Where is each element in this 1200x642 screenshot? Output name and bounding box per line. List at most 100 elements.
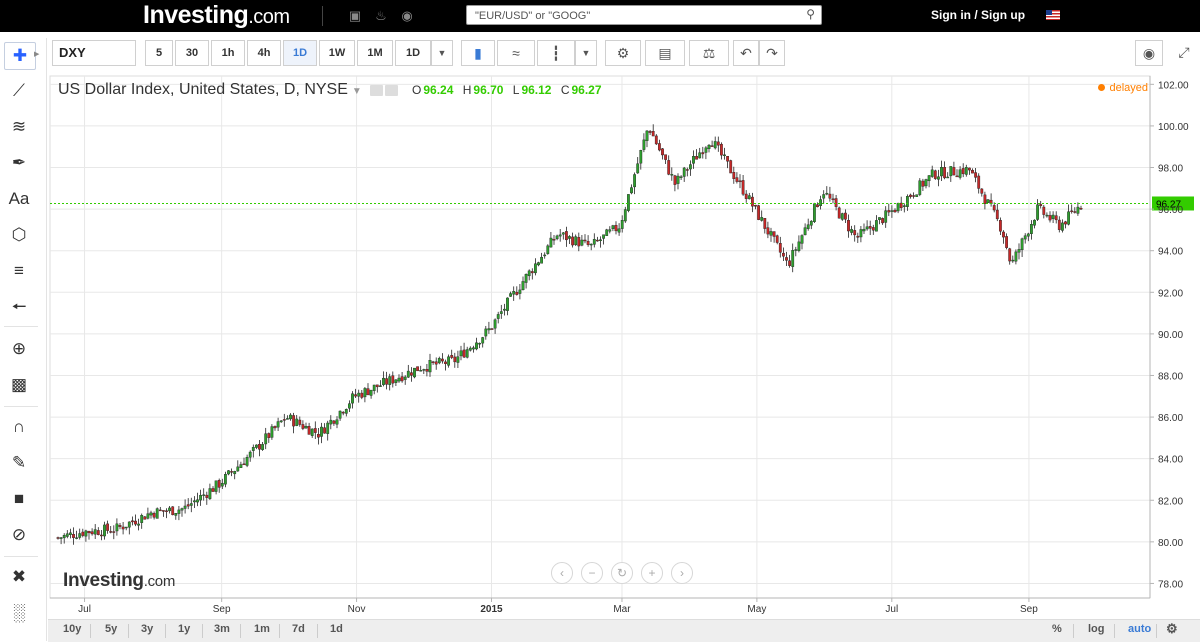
briefcase-icon[interactable]: ▣ [348, 8, 362, 23]
interval-4h-button[interactable]: 4h [247, 40, 281, 66]
candle-body [1039, 204, 1043, 207]
candle-body [586, 240, 590, 245]
search-icon[interactable]: ⚲ [806, 7, 815, 21]
brush-icon[interactable]: ✒ [11, 153, 27, 172]
candles-icon[interactable]: ▮ [461, 40, 495, 66]
range-5y[interactable]: 5y [105, 623, 118, 635]
range-10y[interactable]: 10y [63, 623, 82, 635]
chart-title[interactable]: US Dollar Index, United States, D, NYSE ▼ [58, 81, 362, 99]
us-flag-icon[interactable] [1046, 10, 1060, 20]
interval-1d-button[interactable]: 1D [283, 40, 317, 66]
candle-body [363, 388, 367, 398]
candle-body [174, 512, 178, 516]
fib-icon[interactable]: ≋ [11, 117, 27, 136]
globe-icon[interactable]: ◉ [401, 8, 413, 23]
candle-body [146, 513, 150, 519]
measure-icon[interactable]: ▩ [10, 375, 28, 394]
pattern-icon[interactable]: ⬡ [11, 225, 27, 244]
candle-body [834, 198, 838, 207]
candle-body [592, 239, 596, 245]
candle-body [214, 480, 218, 492]
interval-1w-button[interactable]: 1W [319, 40, 355, 66]
symbol-input[interactable]: DXY [52, 40, 136, 66]
undo-icon[interactable]: ↶ [733, 40, 759, 66]
candle-body [651, 131, 655, 137]
indicators-icon[interactable]: ▤ [645, 40, 685, 66]
bars-icon[interactable]: ┇ [537, 40, 575, 66]
redo-icon[interactable]: ↷ [759, 40, 785, 66]
interval-30-button[interactable]: 30 [175, 40, 209, 66]
x-tick-label: Sep [1020, 604, 1038, 615]
candle-body [775, 235, 779, 243]
range-1d[interactable]: 1d [330, 623, 343, 635]
candle-body [1020, 238, 1024, 251]
interval-1h-button[interactable]: 1h [211, 40, 245, 66]
ruler-icon[interactable]: ≡ [14, 261, 24, 280]
chevron-down-icon[interactable]: ▼ [575, 40, 597, 66]
reset-icon[interactable]: ↻ [611, 562, 633, 584]
interval-custom-button[interactable]: 1D [395, 40, 431, 66]
candle-body [298, 419, 302, 425]
lock-drawings-icon[interactable]: ✎ [11, 453, 27, 472]
gear-icon[interactable]: ⚙ [605, 40, 641, 66]
range-1m[interactable]: 1m [254, 623, 270, 635]
settings-tools-icon[interactable]: ✖ [11, 567, 27, 586]
candle-body [685, 169, 689, 171]
magnet-icon[interactable]: ∩ [12, 417, 26, 436]
y-tick-label: 86.00 [1158, 413, 1183, 424]
settings-icon[interactable] [385, 85, 398, 96]
auto-toggle[interactable]: auto [1128, 623, 1152, 635]
candle-body [68, 532, 72, 535]
arrow-left-icon[interactable]: 🠔 [11, 297, 27, 316]
candle-body [515, 291, 519, 295]
zoom-icon[interactable]: ⊕ [11, 339, 27, 358]
candle-body [245, 456, 249, 466]
candle-body [264, 433, 268, 445]
x-tick-label: Nov [348, 604, 366, 615]
sign-in-link[interactable]: Sign in [931, 8, 971, 22]
interval-1m-button[interactable]: 1M [357, 40, 393, 66]
toolbar-divider [4, 556, 38, 557]
y-tick-label: 92.00 [1158, 288, 1183, 299]
camera-icon[interactable]: ◉ [1135, 40, 1163, 66]
scroll-right-icon[interactable]: › [671, 562, 693, 584]
chevron-down-icon[interactable]: ▼ [351, 86, 362, 97]
title-icons [370, 83, 400, 101]
candle-body [397, 377, 401, 382]
bell-icon[interactable]: ♨ [375, 8, 387, 23]
percent-toggle[interactable]: % [1052, 623, 1062, 635]
candle-body [124, 526, 128, 529]
search-input[interactable] [467, 7, 795, 25]
candle-body [754, 205, 757, 207]
trash-icon[interactable]: ░ [12, 603, 26, 622]
lock-icon[interactable]: ■ [13, 489, 25, 508]
candle-body [809, 220, 813, 226]
range-7d[interactable]: 7d [292, 623, 305, 635]
log-toggle[interactable]: log [1088, 623, 1105, 635]
zoom-out-icon[interactable]: − [581, 562, 603, 584]
interval-5-button[interactable]: 5 [145, 40, 173, 66]
sign-up-link[interactable]: Sign up [981, 8, 1026, 22]
hide-icon[interactable]: ⊘ [11, 525, 27, 544]
fullscreen-icon[interactable]: ⤢ [1170, 40, 1198, 66]
candle-body [186, 504, 190, 507]
candle-body [716, 141, 720, 146]
text-icon[interactable]: Aa [8, 189, 30, 208]
chevron-right-icon[interactable]: ▶ [34, 51, 40, 58]
chevron-down-icon[interactable]: ▼ [431, 40, 453, 66]
range-1y[interactable]: 1y [178, 623, 191, 635]
candle-body [710, 145, 714, 147]
range-3m[interactable]: 3m [214, 623, 230, 635]
crosshair-icon[interactable]: ✚ [4, 42, 36, 70]
range-3y[interactable]: 3y [141, 623, 154, 635]
compare-icon[interactable]: ⚖ [689, 40, 729, 66]
line-chart-icon[interactable]: ≈ [497, 40, 535, 66]
candle-body [499, 311, 503, 314]
zoom-in-icon[interactable]: + [641, 562, 663, 584]
scroll-left-icon[interactable]: ‹ [551, 562, 573, 584]
investing-logo[interactable]: Investing.com [143, 1, 290, 30]
trendline-icon[interactable]: ⟋ [13, 81, 25, 100]
logo-suffix-text: .com [248, 6, 290, 28]
gear-icon[interactable]: ⚙ [1166, 621, 1178, 636]
eye-icon[interactable] [370, 85, 383, 96]
